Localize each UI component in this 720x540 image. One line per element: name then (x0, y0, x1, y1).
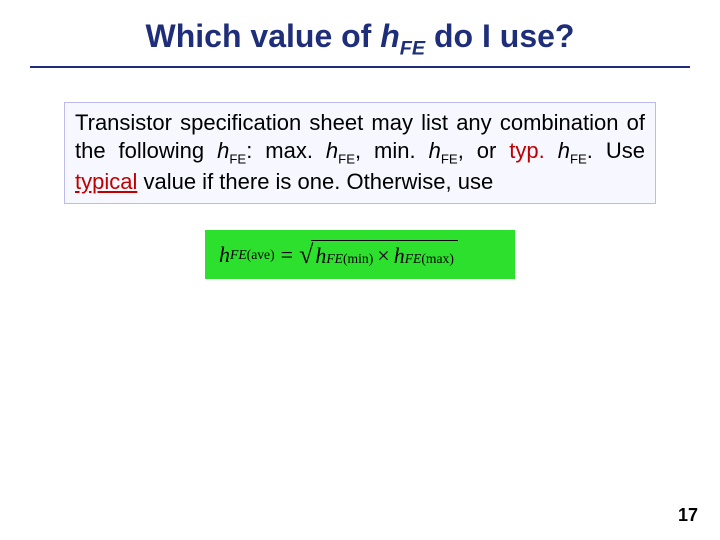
formula-paren-min: (min) (343, 251, 373, 267)
para-sub1: FE (229, 151, 246, 166)
formula-eq: = (281, 242, 293, 268)
formula-paren-max: (max) (421, 251, 454, 267)
para-sub4: FE (570, 151, 587, 166)
para-space (545, 138, 558, 163)
para-typ: typ. (509, 138, 544, 163)
title-part2: do I use? (425, 18, 574, 54)
paragraph-box: Transistor specification sheet may list … (64, 102, 656, 204)
page-number: 17 (678, 505, 698, 526)
formula-h-ave: h (219, 242, 230, 268)
sqrt-icon: √ hFE(min) × hFE(max) (299, 240, 458, 269)
formula-h-max: h (394, 243, 405, 269)
title-underline (30, 66, 690, 68)
title-part1: Which value of (146, 18, 381, 54)
under-root: hFE(min) × hFE(max) (311, 240, 458, 269)
para-t5: . Use (587, 138, 645, 163)
para-typical: typical (75, 169, 137, 194)
para-sub3: FE (441, 151, 458, 166)
para-h3: h (429, 138, 441, 163)
title-h: h (380, 18, 400, 54)
para-t2: : max. (246, 138, 326, 163)
radical-symbol: √ (299, 242, 313, 268)
para-h2: h (326, 138, 338, 163)
para-h1: h (217, 138, 229, 163)
slide-title: Which value of hFE do I use? (28, 18, 692, 60)
formula-times: × (377, 243, 389, 269)
formula-sub-min: FE (326, 251, 343, 267)
formula-h-min: h (315, 243, 326, 269)
formula-sub-max: FE (405, 251, 422, 267)
formula: hFE(ave) = √ hFE(min) × hFE(max) (219, 240, 501, 269)
para-sub2: FE (338, 151, 355, 166)
title-sub: FE (400, 37, 425, 59)
para-t3: , min. (355, 138, 429, 163)
para-h4: h (558, 138, 570, 163)
paragraph: Transistor specification sheet may list … (75, 109, 645, 195)
formula-sub-ave: FE (230, 247, 247, 263)
formula-paren-ave: (ave) (247, 247, 275, 263)
para-t4: , or (458, 138, 510, 163)
formula-box: hFE(ave) = √ hFE(min) × hFE(max) (205, 230, 515, 279)
para-t6: value if there is one. Otherwise, use (137, 169, 493, 194)
